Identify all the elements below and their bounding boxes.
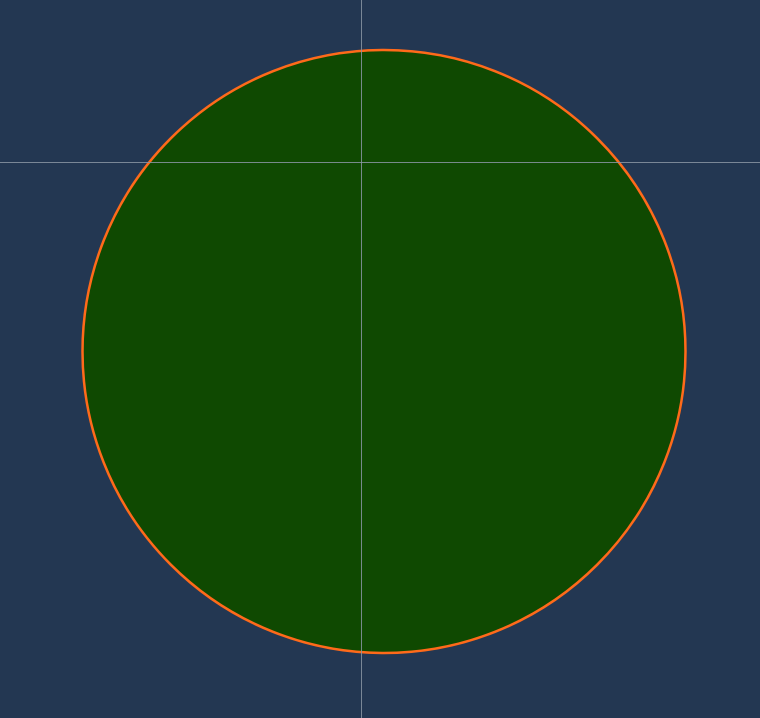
circle-shape[interactable] <box>81 48 687 655</box>
